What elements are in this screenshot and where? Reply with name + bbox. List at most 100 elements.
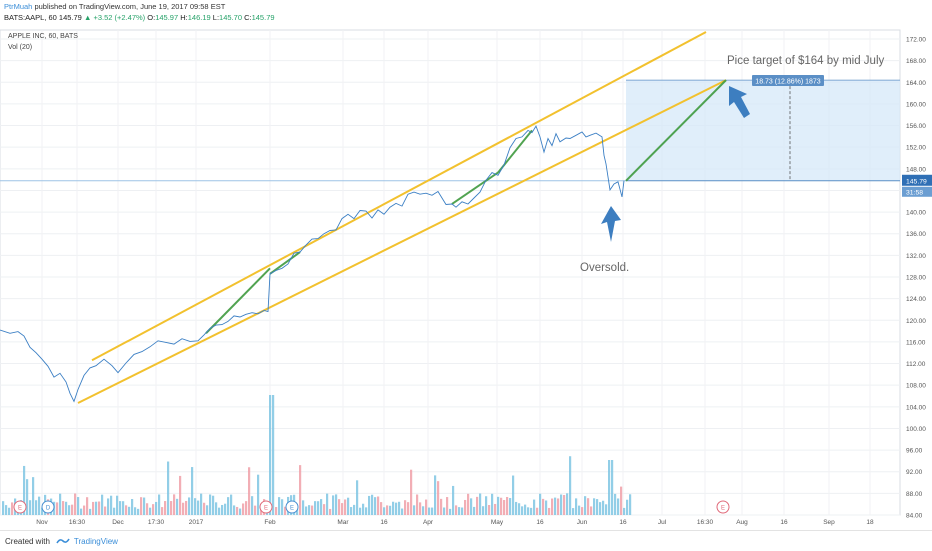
volume-bar [164, 501, 167, 515]
volume-bar [404, 500, 407, 515]
price-chart[interactable]: 172.00 168.00 164.00 160.00 156.00 152.00 148.… [0, 0, 932, 530]
volume-bar [248, 467, 251, 515]
volume-bar [614, 493, 617, 515]
volume-bar [464, 499, 467, 515]
y-tick-label: 96.00 [906, 448, 923, 455]
volume-bar [107, 498, 110, 515]
volume-bar [569, 456, 572, 515]
event-marker-letter: E [290, 506, 294, 512]
volume-bar [173, 494, 176, 515]
volume-bar [380, 502, 383, 515]
volume-bar [134, 507, 137, 515]
volume-bar [65, 501, 68, 515]
volume-bar [452, 485, 455, 515]
volume-bar [305, 506, 308, 515]
volume-bar [587, 498, 590, 515]
x-tick-label: 16 [380, 519, 388, 526]
volume-bar [584, 496, 587, 515]
volume-bar [275, 507, 278, 515]
volume-bar [446, 497, 449, 515]
instrument-legend: APPLE INC, 60, BATS [8, 33, 78, 40]
close-label: C: [244, 13, 252, 22]
volume-bar [398, 501, 401, 515]
volume-bar [566, 493, 569, 515]
volume-bar [170, 501, 173, 515]
countdown-badge-label: 31:58 [906, 189, 923, 196]
volume-bar [233, 505, 236, 515]
volume-bar [41, 507, 44, 515]
y-tick-label: 88.00 [906, 491, 923, 498]
volume-bar [32, 477, 35, 515]
target-annotation: Pice target of $164 by mid July [727, 55, 884, 67]
volume-bar [326, 493, 329, 515]
y-tick-label: 152.00 [906, 145, 926, 152]
volume-bar [242, 503, 245, 515]
volume-bar [299, 465, 302, 515]
volume-bar [269, 395, 272, 515]
volume-bar [104, 506, 107, 515]
volume-bar [119, 501, 122, 515]
volume-bar [197, 500, 200, 515]
volume-bar [548, 507, 551, 515]
volume-bar [602, 500, 605, 515]
impulse-line [625, 79, 727, 182]
tradingview-brand[interactable]: TradingView [73, 536, 118, 546]
event-marker-letter: D [46, 506, 51, 512]
volume-bar [320, 499, 323, 515]
y-tick-label: 112.00 [906, 361, 926, 368]
y-tick-label: 172.00 [906, 37, 926, 44]
volume-bar [545, 500, 548, 515]
volume-bar [470, 498, 473, 515]
volume-bar [140, 497, 143, 515]
y-tick-label: 136.00 [906, 231, 926, 238]
volume-bar [338, 499, 341, 515]
volume-bar [575, 498, 578, 515]
volume-bar [221, 504, 224, 515]
y-tick-label: 148.00 [906, 166, 926, 173]
volume-bar [2, 501, 5, 515]
x-tick-label: Feb [264, 519, 276, 526]
volume-bar [434, 475, 437, 515]
low-label: L: [212, 13, 220, 22]
volume-bar [254, 505, 257, 515]
volume-bar [350, 507, 353, 515]
volume-bar [167, 461, 170, 515]
volume-bar [551, 498, 554, 515]
volume-bar [383, 507, 386, 515]
volume-bar [455, 505, 458, 515]
volume-bar [620, 486, 623, 515]
author-name[interactable]: PtrMuah [4, 2, 33, 11]
volume-bar [461, 507, 464, 515]
volume-bar [458, 507, 461, 515]
volume-bar [5, 505, 8, 515]
volume-bar [95, 501, 98, 515]
x-tick-label: Jul [658, 519, 667, 526]
volume-bar [617, 498, 620, 515]
volume-bar [623, 507, 626, 515]
volume-bar [512, 475, 515, 515]
event-marker-icon [41, 500, 55, 514]
volume-bar [71, 504, 74, 515]
measure-badge [752, 75, 824, 86]
volume-bar [539, 493, 542, 515]
volume-bar [26, 479, 29, 515]
volume-bar [131, 499, 134, 515]
volume-bar [437, 481, 440, 515]
volume-bar [395, 502, 398, 515]
y-tick-label: 108.00 [906, 383, 926, 390]
tradingview-logo-icon [56, 538, 70, 544]
volume-bar [191, 467, 194, 515]
y-tick-label: 92.00 [906, 469, 923, 476]
volume-bar [236, 506, 239, 515]
volume-bar [521, 506, 524, 515]
volume-bar [557, 498, 560, 515]
volume-bar [377, 496, 380, 515]
x-tick-label: Apr [423, 519, 434, 526]
volume-bar [179, 475, 182, 515]
volume-bar [302, 500, 305, 515]
volume-bar [203, 502, 206, 515]
volume-bar [110, 495, 113, 515]
volume-bar [161, 507, 164, 515]
price-line [0, 125, 625, 403]
volume-bar [365, 507, 368, 515]
